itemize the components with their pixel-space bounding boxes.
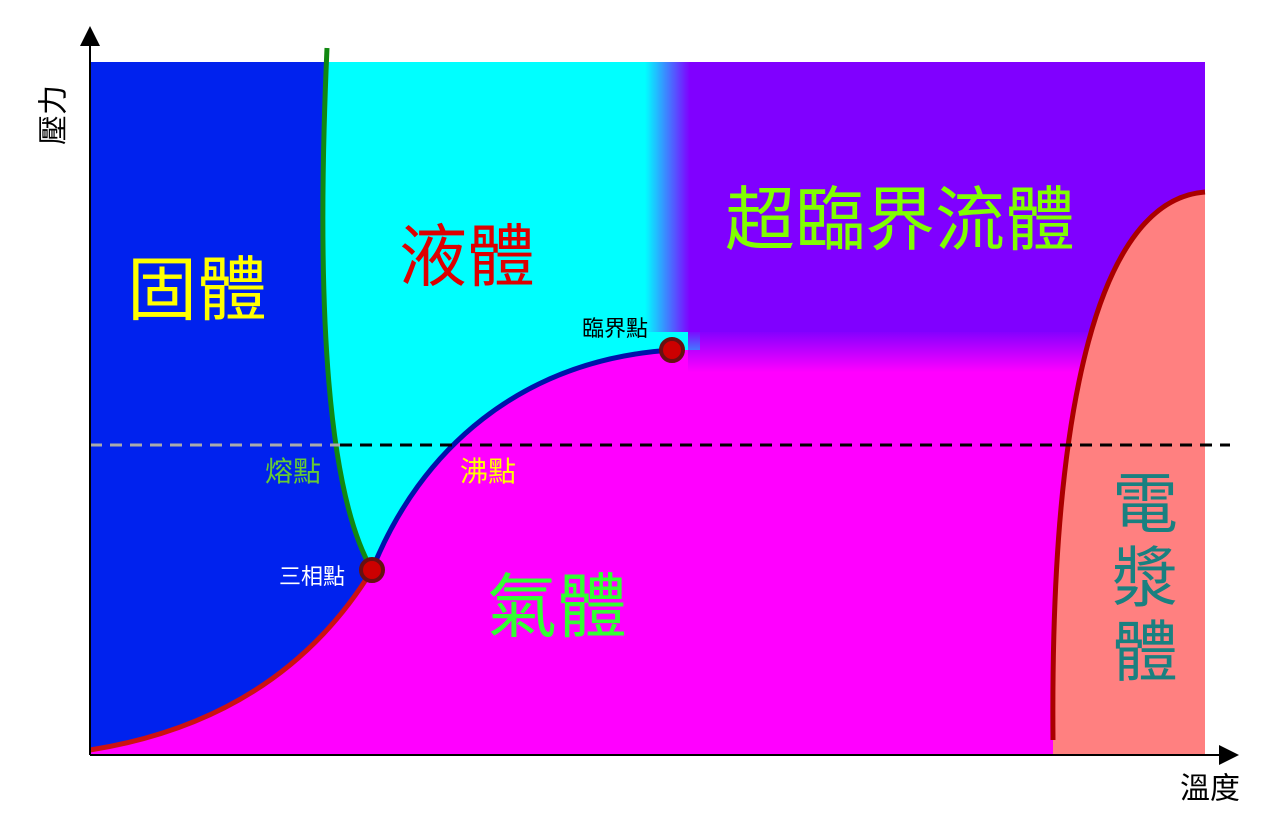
melting-point-label: 熔點 (265, 455, 321, 488)
plasma-label: 電漿體 (1101, 469, 1178, 691)
gas-label: 氣體 (487, 566, 627, 648)
sublimation-curve (89, 568, 375, 753)
y-axis-label: 壓力 (37, 85, 72, 145)
supercritical-label: 超臨界流體 (725, 179, 1075, 261)
boiling-point-label: 沸點 (460, 455, 516, 488)
critical-point-label: 臨界點 (582, 317, 648, 342)
liquid-label: 液體 (399, 219, 535, 298)
melting-curve (320, 47, 375, 572)
plasma-curve (1050, 189, 1206, 741)
plasma-region (1052, 192, 1205, 755)
triple-point-label: 三相點 (279, 565, 345, 590)
solid-region (90, 62, 372, 750)
liquid-region (320, 62, 700, 570)
boiling-curve (369, 347, 673, 571)
solid-label: 固體 (127, 249, 267, 331)
x-axis-label: 溫度 (1180, 772, 1240, 807)
critical-point (659, 337, 685, 363)
triple-point (359, 557, 385, 583)
